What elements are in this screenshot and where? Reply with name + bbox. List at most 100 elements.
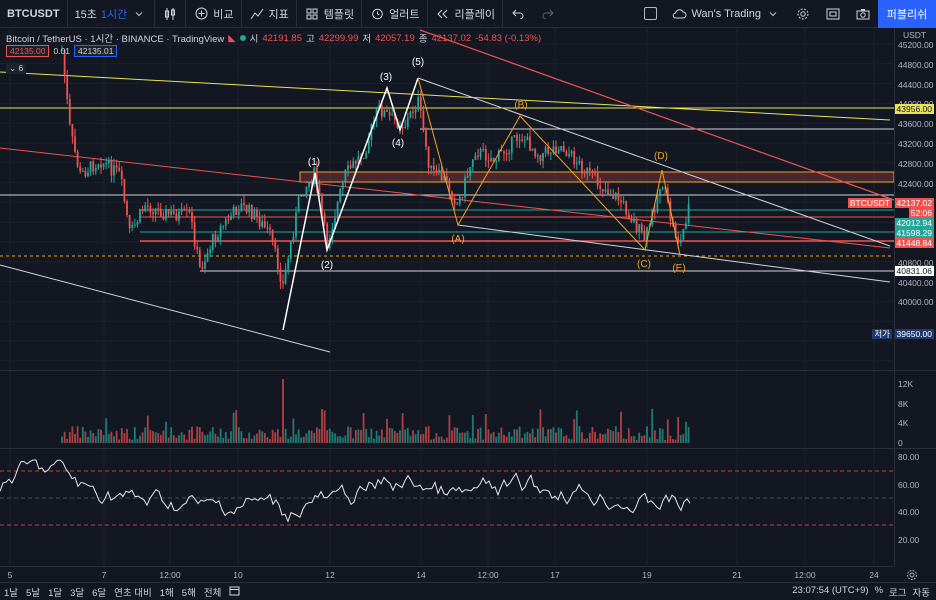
volume-bar: [599, 433, 602, 443]
volume-bars[interactable]: [61, 379, 690, 443]
corrective-wave-line[interactable]: [417, 77, 681, 256]
candle-body: [76, 151, 79, 167]
indicators-button[interactable]: 지표: [242, 0, 297, 28]
volume-bar: [214, 433, 217, 443]
trendline-red-lower[interactable]: [0, 147, 891, 249]
candle-body: [209, 249, 212, 254]
interval-1h[interactable]: 1시간: [100, 8, 128, 21]
rsi-line[interactable]: [0, 459, 691, 523]
compare-button[interactable]: 비교: [186, 0, 242, 28]
volume-bar: [656, 438, 659, 443]
publish-button[interactable]: 퍼블리쉬: [878, 0, 936, 28]
pane-divider-volume[interactable]: [0, 370, 936, 371]
interval-selector[interactable]: 15초 1시간: [68, 0, 156, 28]
volume-bar: [295, 434, 297, 443]
candlesticks[interactable]: [61, 45, 690, 289]
volume-bar: [497, 432, 500, 443]
undo-button[interactable]: [503, 0, 533, 28]
candle-body: [417, 96, 420, 110]
time-axis-settings[interactable]: [906, 569, 918, 584]
candle-body: [159, 208, 162, 217]
auto-toggle[interactable]: 자동: [912, 587, 930, 599]
candle-body: [339, 188, 342, 203]
candle-body: [414, 109, 417, 113]
redo-button[interactable]: [533, 0, 563, 28]
templates-button[interactable]: 템플릿: [297, 0, 363, 28]
candle-body: [191, 211, 193, 223]
range-button[interactable]: 6달: [92, 587, 107, 599]
volume-bar: [331, 431, 334, 443]
plus-circle-icon: [193, 6, 209, 22]
range-button[interactable]: 1날: [4, 587, 19, 599]
percent-toggle[interactable]: %: [874, 584, 884, 596]
volume-bar: [601, 434, 604, 443]
candle-body: [484, 149, 487, 161]
alerts-button[interactable]: 얼러트: [362, 0, 428, 28]
currency-label[interactable]: USDT: [903, 30, 927, 40]
chart-canvas[interactable]: (1) (2) (3) (4) (5) (A) (B) (C) (D) (E): [0, 28, 894, 566]
volume-bar: [557, 427, 560, 443]
time-axis[interactable]: 5 7 12:00 10 12 14 12:00 17 19 21 12:00 24: [0, 566, 894, 582]
chevron-down-icon[interactable]: [131, 6, 147, 22]
candle-body: [185, 209, 188, 211]
sell-price-button[interactable]: 42135.00: [6, 45, 50, 57]
candle-body: [344, 169, 347, 182]
candle-body: [646, 227, 648, 241]
candle-body: [227, 219, 230, 221]
indicators-collapse-toggle[interactable]: ⌄ 6: [6, 63, 27, 74]
trendline-white-upper[interactable]: [417, 77, 891, 247]
candle-body: [503, 151, 505, 154]
volume-bar: [347, 426, 349, 443]
volume-bar: [300, 437, 303, 443]
volume-bar: [495, 436, 498, 443]
pane-divider-rsi[interactable]: [0, 448, 936, 449]
range-button[interactable]: 5해: [181, 587, 196, 599]
volume-bar: [107, 433, 110, 443]
symbol-search[interactable]: BTCUSDT: [0, 0, 68, 28]
candle-body: [547, 147, 550, 154]
fullscreen-button[interactable]: [818, 0, 848, 28]
clock-timezone[interactable]: 23:07:54 (UTC+9): [792, 584, 869, 596]
volume-bar: [412, 430, 414, 443]
trendline-white-bottom[interactable]: [0, 264, 331, 353]
layout-toggle[interactable]: [637, 0, 664, 28]
volume-bar: [445, 437, 448, 443]
go-to-date-button[interactable]: [225, 585, 244, 599]
volume-bar: [318, 428, 321, 443]
candle-body: [521, 139, 524, 141]
price-tick: 43600.00: [898, 119, 934, 130]
buy-price-button[interactable]: 42135.01: [74, 45, 118, 57]
log-toggle[interactable]: 로그: [889, 587, 907, 599]
range-button[interactable]: 전체: [203, 587, 222, 599]
range-button[interactable]: 5날: [26, 587, 41, 599]
legend-title[interactable]: Bitcoin / TetherUS · 1시간 · BINANCE · Tra…: [6, 34, 225, 45]
settings-button[interactable]: [788, 0, 818, 28]
range-button[interactable]: 3달: [70, 587, 85, 599]
candle-body: [578, 160, 581, 164]
trendline-yellow[interactable]: [0, 71, 891, 121]
chart-type-button[interactable]: [155, 0, 187, 28]
volume-bar: [222, 437, 225, 443]
undo-icon: [510, 6, 526, 22]
range-button[interactable]: 연초 대비: [114, 587, 152, 599]
tag-low-label: 저가: [872, 329, 892, 339]
candle-body: [516, 135, 518, 141]
range-buttons: 1날 5날 1달 3달 6달 연초 대비 1해 5해 전체: [0, 585, 225, 599]
spread-value: 0.01: [53, 46, 70, 56]
snapshot-button[interactable]: [848, 0, 878, 28]
impulse-wave-line[interactable]: [282, 77, 419, 331]
volume-bar: [664, 439, 667, 443]
range-button[interactable]: 1달: [48, 587, 63, 599]
interval-15s[interactable]: 15초: [74, 8, 97, 21]
volume-bar: [651, 408, 654, 443]
trendline-white-lower[interactable]: [457, 224, 891, 283]
replay-button[interactable]: 리플레이: [428, 0, 504, 28]
price-axis[interactable]: USDT: [894, 28, 936, 566]
volume-bar: [211, 427, 214, 443]
top-toolbar: BTCUSDT 15초 1시간 비교 지표: [0, 0, 936, 28]
layout-name-button[interactable]: Wan's Trading: [664, 0, 788, 28]
volume-bar: [386, 418, 388, 443]
volume-bar: [461, 432, 464, 443]
trendline-red-upper[interactable]: [419, 29, 894, 201]
range-button[interactable]: 1해: [159, 587, 174, 599]
